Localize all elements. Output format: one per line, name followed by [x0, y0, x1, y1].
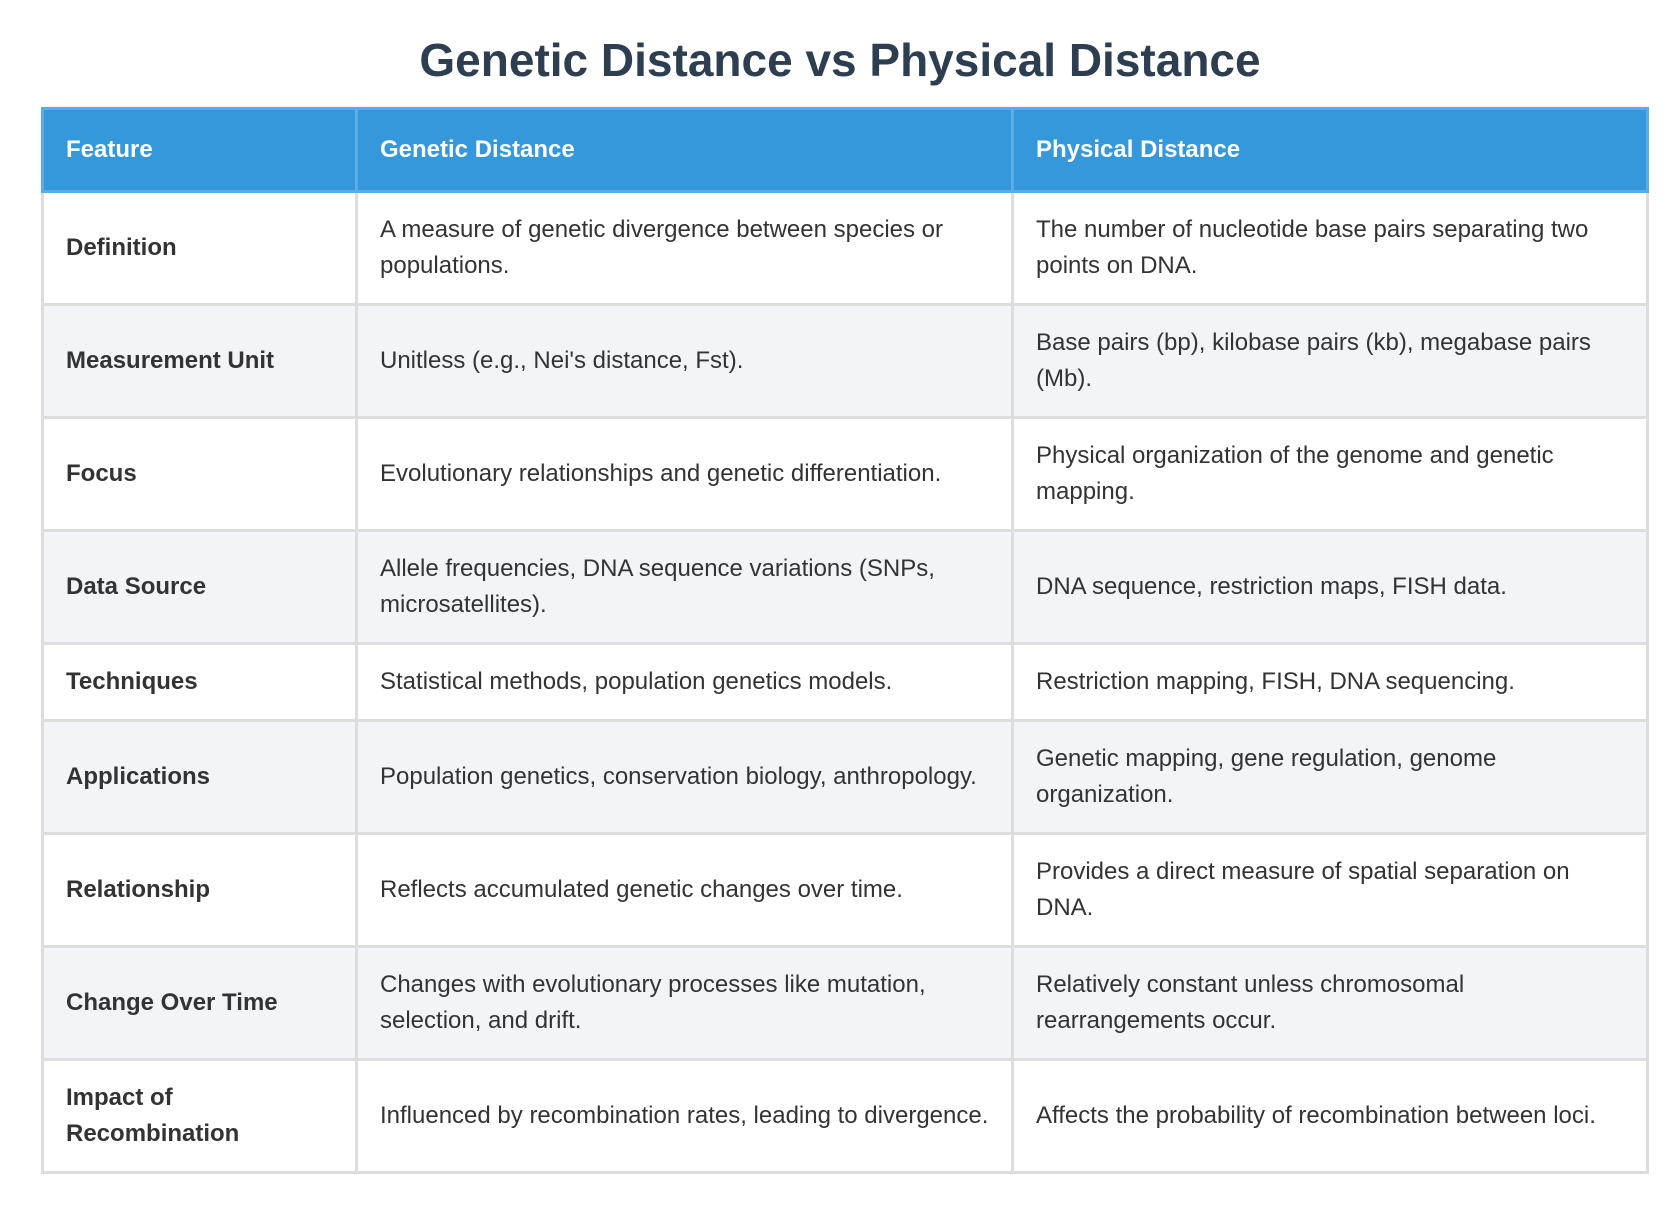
table-row: Measurement Unit Unitless (e.g., Nei's d…: [41, 303, 1649, 419]
feature-cell: Measurement Unit: [41, 303, 358, 419]
feature-cell: Techniques: [41, 642, 358, 722]
physical-distance-cell: Genetic mapping, gene regulation, genome…: [1011, 719, 1649, 835]
table-row: Definition A measure of genetic divergen…: [41, 190, 1649, 306]
genetic-distance-cell: Changes with evolutionary processes like…: [355, 945, 1014, 1061]
genetic-distance-cell: Statistical methods, population genetics…: [355, 642, 1014, 722]
feature-cell: Relationship: [41, 832, 358, 948]
physical-distance-cell: Provides a direct measure of spatial sep…: [1011, 832, 1649, 948]
feature-cell: Focus: [41, 416, 358, 532]
table-row: Applications Population genetics, conser…: [41, 719, 1649, 835]
physical-distance-cell: DNA sequence, restriction maps, FISH dat…: [1011, 529, 1649, 645]
column-header-physical-distance: Physical Distance: [1011, 107, 1649, 193]
genetic-distance-cell: Allele frequencies, DNA sequence variati…: [355, 529, 1014, 645]
table-header-row: Feature Genetic Distance Physical Distan…: [41, 107, 1649, 193]
genetic-distance-cell: Evolutionary relationships and genetic d…: [355, 416, 1014, 532]
physical-distance-cell: The number of nucleotide base pairs sepa…: [1011, 190, 1649, 306]
feature-cell: Change Over Time: [41, 945, 358, 1061]
physical-distance-cell: Base pairs (bp), kilobase pairs (kb), me…: [1011, 303, 1649, 419]
genetic-distance-cell: Unitless (e.g., Nei's distance, Fst).: [355, 303, 1014, 419]
table-row: Focus Evolutionary relationships and gen…: [41, 416, 1649, 532]
genetic-distance-cell: Reflects accumulated genetic changes ove…: [355, 832, 1014, 948]
column-header-feature: Feature: [41, 107, 358, 193]
table-row: Data Source Allele frequencies, DNA sequ…: [41, 529, 1649, 645]
page-title: Genetic Distance vs Physical Distance: [419, 34, 1261, 86]
column-header-genetic-distance: Genetic Distance: [355, 107, 1014, 193]
physical-distance-cell: Physical organization of the genome and …: [1011, 416, 1649, 532]
physical-distance-cell: Affects the probability of recombination…: [1011, 1058, 1649, 1174]
genetic-distance-cell: Population genetics, conservation biolog…: [355, 719, 1014, 835]
table-row: Change Over Time Changes with evolutiona…: [41, 945, 1649, 1061]
feature-cell: Impact of Recombination: [41, 1058, 358, 1174]
genetic-distance-cell: A measure of genetic divergence between …: [355, 190, 1014, 306]
physical-distance-cell: Relatively constant unless chromosomal r…: [1011, 945, 1649, 1061]
table-row: Techniques Statistical methods, populati…: [41, 642, 1649, 722]
feature-cell: Data Source: [41, 529, 358, 645]
feature-cell: Definition: [41, 190, 358, 306]
genetic-distance-cell: Influenced by recombination rates, leadi…: [355, 1058, 1014, 1174]
table-row: Relationship Reflects accumulated geneti…: [41, 832, 1649, 948]
physical-distance-cell: Restriction mapping, FISH, DNA sequencin…: [1011, 642, 1649, 722]
feature-cell: Applications: [41, 719, 358, 835]
table-row: Impact of Recombination Influenced by re…: [41, 1058, 1649, 1174]
comparison-table: Feature Genetic Distance Physical Distan…: [41, 107, 1649, 1174]
